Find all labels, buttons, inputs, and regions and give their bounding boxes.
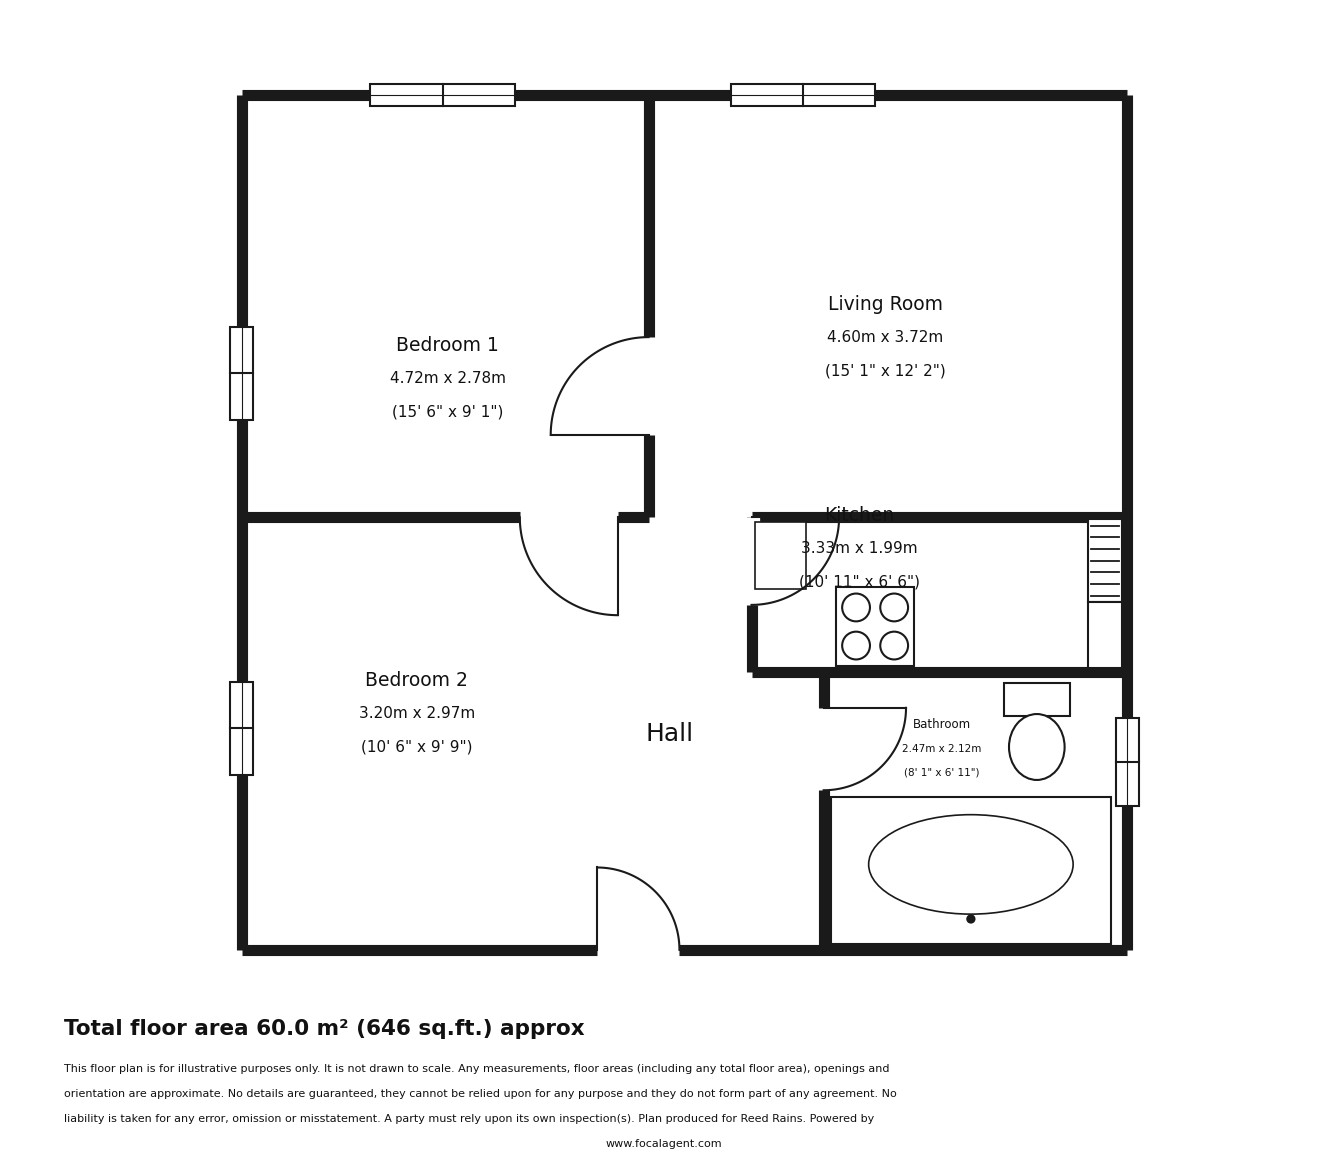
Bar [1004,684,1070,716]
Text: 3.20m x 2.97m: 3.20m x 2.97m [359,706,475,721]
Text: 3.33m x 1.99m: 3.33m x 1.99m [801,541,918,556]
Text: liability is taken for any error, omission or misstatement. A party must rely up: liability is taken for any error, omissi… [64,1114,874,1125]
Text: orientation are approximate. No details are guaranteed, they cannot be relied up: orientation are approximate. No details … [64,1089,896,1099]
Ellipse shape [869,815,1073,914]
Text: This floor plan is for illustrative purposes only. It is not drawn to scale. Any: This floor plan is for illustrative purp… [64,1064,890,1074]
Bar [1116,718,1138,806]
Bar [242,96,1127,950]
Ellipse shape [1009,714,1065,780]
Bar [754,523,806,589]
Text: (10' 11" x 6' 6"): (10' 11" x 6' 6") [799,574,920,589]
Text: 4.72m x 2.78m: 4.72m x 2.78m [389,371,506,386]
Bar [837,587,914,665]
Text: (15' 1" x 12' 2"): (15' 1" x 12' 2") [825,364,946,379]
Text: 4.60m x 3.72m: 4.60m x 3.72m [827,329,943,344]
Bar [1088,602,1122,668]
Text: (15' 6" x 9' 1"): (15' 6" x 9' 1") [392,405,503,420]
Text: Kitchen: Kitchen [825,505,895,525]
Bar [730,84,875,106]
Text: (8' 1" x 6' 11"): (8' 1" x 6' 11") [904,768,980,778]
Text: Living Room: Living Room [827,295,943,314]
Circle shape [967,914,976,923]
Bar [1088,519,1122,602]
Text: (10' 6" x 9' 9"): (10' 6" x 9' 9") [361,739,473,755]
Text: Bathroom: Bathroom [912,718,971,731]
Bar [231,683,254,775]
Bar [831,798,1112,944]
Bar [231,327,254,419]
Bar [371,84,515,106]
Text: Bedroom 2: Bedroom 2 [365,671,469,689]
Text: Bedroom 1: Bedroom 1 [396,336,499,355]
Text: Total floor area 60.0 m² (646 sq.ft.) approx: Total floor area 60.0 m² (646 sq.ft.) ap… [64,1019,584,1038]
Text: 2.47m x 2.12m: 2.47m x 2.12m [902,744,981,754]
Text: Hall: Hall [645,722,693,746]
Text: www.focalagent.com: www.focalagent.com [606,1139,722,1150]
